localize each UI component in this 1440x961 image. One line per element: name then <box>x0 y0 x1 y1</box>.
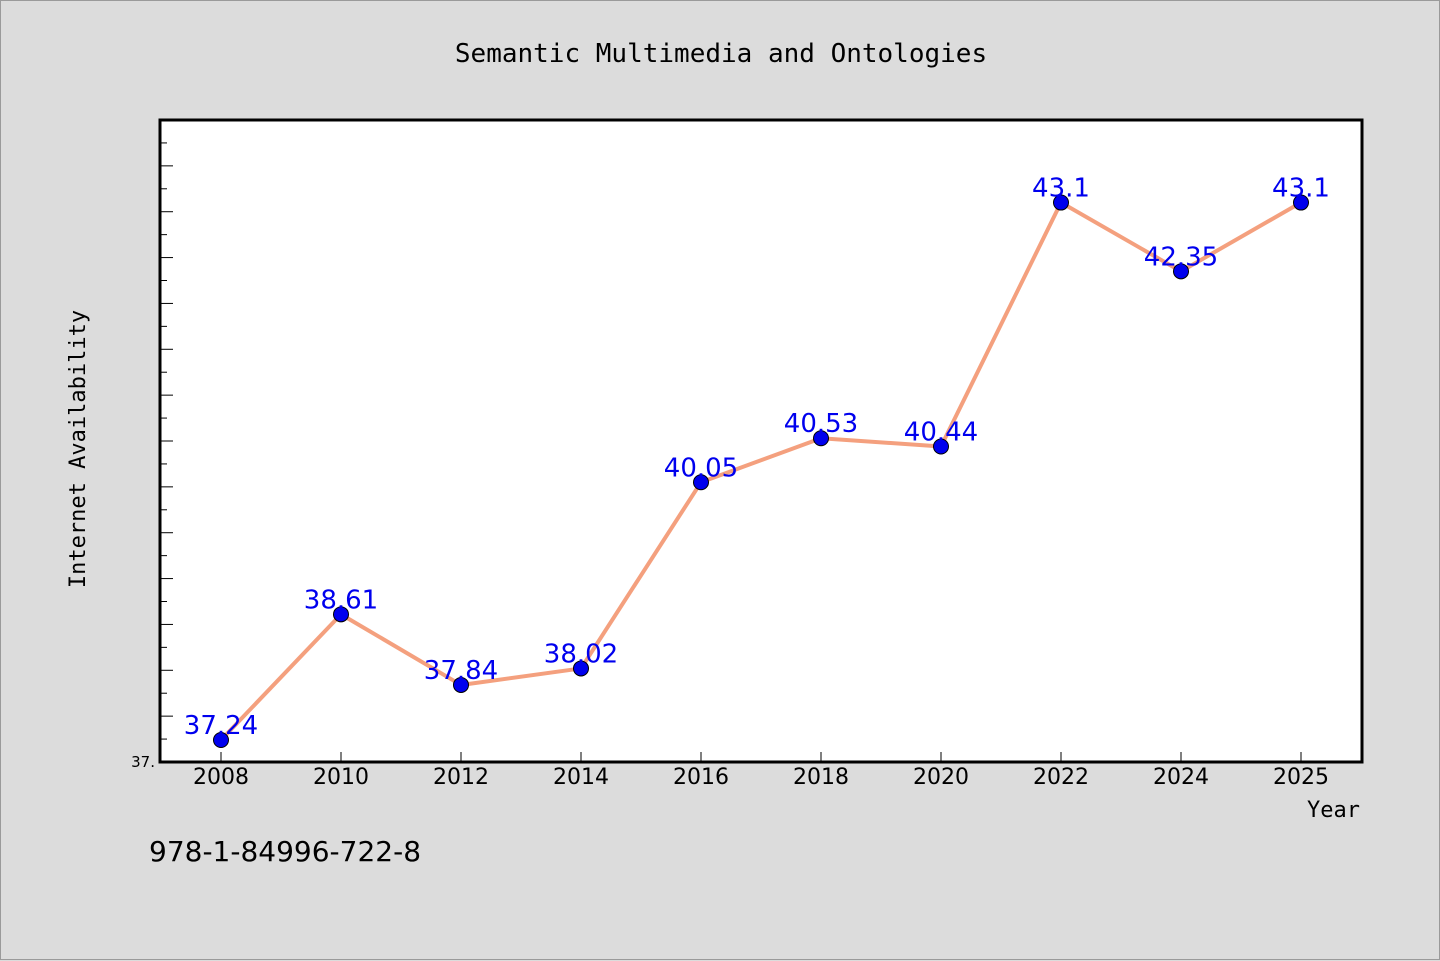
data-point <box>933 438 949 455</box>
x-tick-label: 2024 <box>1153 765 1209 790</box>
chart-title: Semantic Multimedia and Ontologies <box>455 39 987 69</box>
x-tick-label: 2008 <box>193 765 249 790</box>
data-label: 42.35 <box>1144 242 1218 272</box>
data-label: 37.24 <box>184 711 258 741</box>
isbn-label: 978-1-84996-722-8 <box>149 835 422 868</box>
data-label: 38.61 <box>304 585 378 615</box>
data-point <box>333 606 349 623</box>
x-axis-label: Year <box>1307 798 1360 823</box>
data-point <box>1173 263 1189 280</box>
data-point <box>1293 194 1309 211</box>
x-tick-label: 2012 <box>433 765 489 790</box>
x-tick-label: 2016 <box>673 765 729 790</box>
data-point <box>693 474 709 491</box>
data-labels: 37.24 38.61 37.84 38.02 40.05 40.53 40.44 43.1 4… <box>184 174 1330 741</box>
x-tick-label: 2025 <box>1273 765 1329 790</box>
plot-border <box>158 118 1364 764</box>
data-label: 37.84 <box>424 656 498 686</box>
x-tick-label: 2018 <box>793 765 849 790</box>
data-point <box>213 731 229 748</box>
x-axis-ticks <box>220 752 1302 762</box>
x-tick-label: 2010 <box>313 765 369 790</box>
x-tick-label: 2020 <box>913 765 969 790</box>
data-point <box>453 676 469 693</box>
data-label: 40.53 <box>784 409 858 439</box>
data-label: 40.05 <box>664 453 738 483</box>
y-tick-label: 37. <box>131 753 155 771</box>
series-markers <box>213 194 1309 748</box>
y-axis-label: Internet Availability <box>66 310 91 588</box>
x-tick-label: 2022 <box>1033 765 1089 790</box>
data-point <box>813 430 829 447</box>
data-label: 38.02 <box>544 639 618 669</box>
data-label: 43.1 <box>1272 174 1330 204</box>
series-line <box>219 200 1303 742</box>
data-label: 43.1 <box>1032 174 1090 204</box>
x-tick-label: 2014 <box>553 765 609 790</box>
data-point <box>1053 194 1069 211</box>
data-label: 40.44 <box>904 418 978 448</box>
data-point <box>573 660 589 677</box>
plot-area <box>160 120 1362 762</box>
x-axis-tick-labels: 2008 2010 2012 2014 2016 2018 2020 2022 2024 2025 <box>193 765 1329 790</box>
